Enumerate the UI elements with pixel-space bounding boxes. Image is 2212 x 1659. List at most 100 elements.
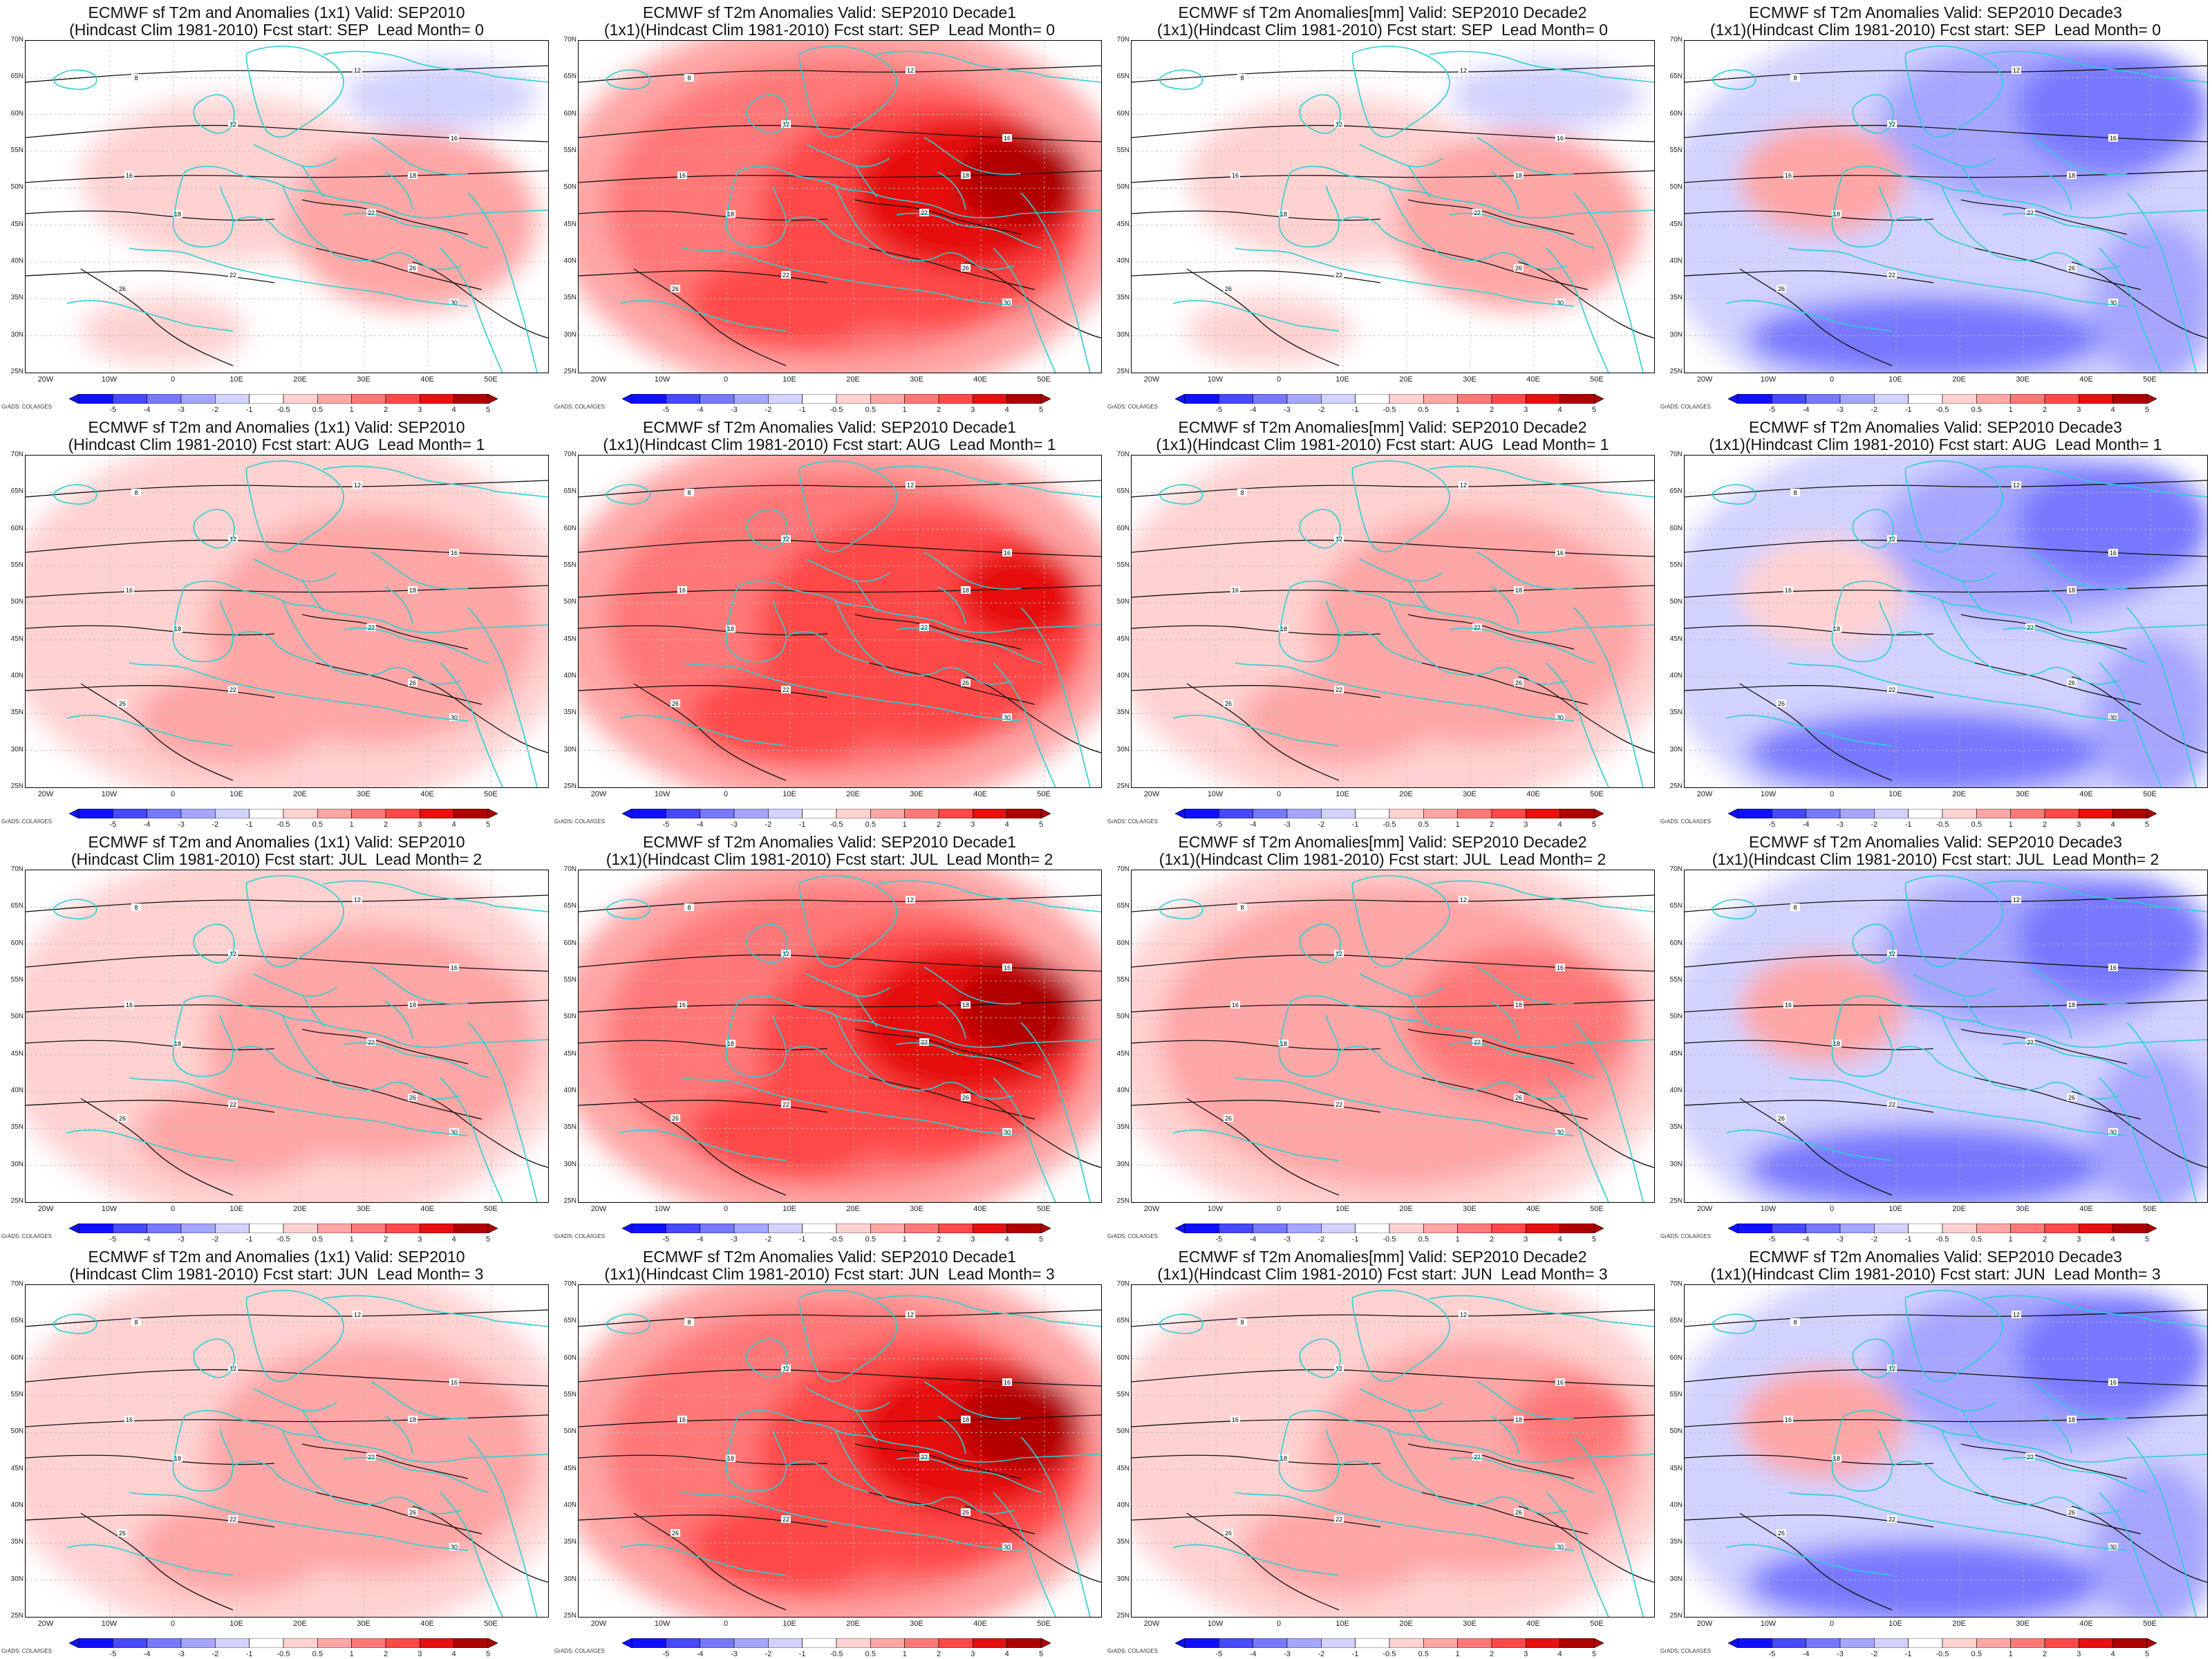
colorbar-swatch [2010, 394, 2045, 404]
colorbar-swatch [2044, 394, 2079, 404]
colorbar-swatch [1908, 1638, 1943, 1648]
contour-label: 16 [1557, 1379, 1564, 1386]
lon-label: 30E [1463, 1205, 1477, 1213]
panel-title-line2: (1x1)(Hindcast Clim 1981-2010) Fcst star… [1156, 435, 1609, 453]
contour-label: 26 [409, 1094, 416, 1101]
contour-label: 22 [921, 1454, 928, 1461]
lat-label: 50N [563, 598, 577, 606]
colorbar-label: -4 [143, 821, 151, 829]
colorbar-swatch [1874, 1638, 1909, 1648]
lat-label: 35N [1116, 294, 1130, 302]
lon-label: 40E [2079, 1620, 2093, 1628]
contour-label: 12 [1888, 536, 1895, 543]
temperature-contours: 8 12 12 16 16 18 18 22 22 26 26 30 [579, 1309, 1101, 1611]
panel-title-line2: (Hindcast Clim 1981-2010) Fcst start: JU… [69, 1265, 484, 1283]
colorbar-swatch [836, 394, 871, 404]
lon-label: 50E [484, 1205, 498, 1213]
colorbar-swatch [180, 1638, 216, 1648]
colorbar-label: 0.5 [1971, 406, 1982, 414]
lat-label: 40N [1669, 1501, 1683, 1509]
lon-label: 10W [654, 1620, 671, 1628]
colorbar-label: 1 [902, 1650, 907, 1658]
lon-label: 30E [357, 1620, 371, 1628]
colorbar-label: -3 [731, 1650, 738, 1658]
anomaly-region [2092, 1465, 2207, 1617]
colorbar-label: -0.5 [1936, 821, 1949, 829]
grads-credit: GrADS: COLA/IGES [1, 1233, 52, 1239]
contour-label: 18 [727, 1040, 734, 1047]
colorbar-label: 3 [2077, 1235, 2081, 1244]
colorbar-swatch [973, 1224, 1007, 1233]
lat-label: 30N [1116, 745, 1130, 753]
lat-label: 50N [1669, 1427, 1683, 1436]
colorbar-swatch [453, 1638, 489, 1648]
lat-label: 30N [1116, 1160, 1130, 1168]
lat-label: 65N [563, 73, 577, 81]
map-frame: 8 12 12 16 16 18 18 22 22 26 26 30 [578, 1284, 1102, 1618]
colorbar-label: -1 [1904, 406, 1912, 414]
contour-label: 12 [1335, 121, 1342, 128]
lat-label: 40N [1116, 672, 1130, 679]
colorbar [1728, 1224, 2157, 1233]
lon-label: 50E [1037, 1205, 1051, 1213]
colorbar-swatch [351, 1224, 386, 1233]
coastlines [1712, 460, 2207, 787]
colorbar-swatch [1219, 394, 1253, 404]
contour-label: 22 [2027, 1039, 2034, 1046]
map-panel: ECMWF sf T2m and Anomalies (1x1) Valid: … [0, 0, 553, 415]
contour-label: 12 [229, 950, 236, 957]
lat-label: 25N [1116, 782, 1130, 790]
colorbar-label: 4 [1004, 406, 1009, 414]
colorbar-swatch [385, 809, 420, 818]
lat-label: 45N [10, 1464, 24, 1472]
colorbar-label: 5 [1591, 1650, 1597, 1658]
colorbar-swatch [1491, 1224, 1526, 1233]
lat-label: 35N [563, 1538, 577, 1546]
contour-label: 30 [2110, 1544, 2117, 1550]
contour-label: 26 [119, 285, 126, 292]
colorbar-swatch [1253, 809, 1288, 818]
contour-label: 12 [354, 67, 361, 74]
lat-label: 70N [1669, 36, 1683, 44]
lat-label: 30N [10, 1160, 24, 1168]
lat-label: 30N [1669, 1160, 1683, 1168]
anomaly-map: 8 12 12 16 16 18 18 22 22 26 26 30 [1685, 870, 2207, 1202]
lon-label: 0 [723, 375, 729, 384]
lon-label: 0 [170, 1205, 176, 1213]
map-frame: 8 12 12 16 16 18 18 22 22 26 26 30 [25, 455, 549, 788]
lat-label: 65N [10, 902, 24, 910]
colorbar-label: 5 [1591, 821, 1597, 829]
colorbar-label: -3 [1284, 1650, 1291, 1658]
colorbar-label: 4 [2110, 406, 2115, 414]
colorbar-label: 0.5 [865, 1650, 876, 1658]
colorbar-swatch [1737, 809, 1772, 818]
contour-label: 18 [174, 1455, 181, 1462]
anomaly-region [2016, 462, 2207, 587]
lat-label: 60N [1669, 109, 1683, 118]
colorbar-swatch [836, 1638, 871, 1648]
colorbar-swatch [1806, 809, 1841, 818]
colorbar-label: -1 [245, 1235, 253, 1244]
lon-label: 50E [1590, 375, 1604, 384]
anomaly-map: 8 12 12 16 16 18 18 22 22 26 26 30 [26, 870, 548, 1202]
colorbar-swatch [1389, 1224, 1424, 1233]
contour-label: 18 [727, 626, 734, 632]
coastlines [1159, 1290, 1654, 1617]
anomaly-region [959, 545, 1083, 642]
anomaly-region [378, 172, 530, 283]
lat-label: 45N [563, 635, 577, 643]
colorbar-label: 3 [2077, 406, 2081, 414]
colorbar-swatch [420, 1638, 454, 1648]
contour-label: 26 [962, 1094, 969, 1101]
lat-label: 55N [563, 147, 577, 154]
colorbar-swatch [1321, 394, 1356, 404]
anomaly-region [406, 545, 530, 642]
grads-credit: GrADS: COLA/IGES [554, 1233, 605, 1239]
contour-label: 18 [174, 1040, 181, 1047]
colorbar-swatch [938, 394, 973, 404]
colorbar-swatch [1491, 809, 1526, 818]
colorbar-label: -2 [1871, 406, 1878, 414]
anomaly-region [1747, 297, 2106, 373]
lat-label: 65N [1669, 487, 1683, 496]
colorbar-label: 0.5 [312, 1235, 323, 1244]
